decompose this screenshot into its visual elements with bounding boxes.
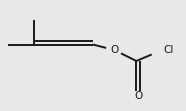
Text: O: O: [110, 45, 118, 55]
Text: Cl: Cl: [163, 45, 174, 55]
Text: O: O: [134, 91, 142, 101]
